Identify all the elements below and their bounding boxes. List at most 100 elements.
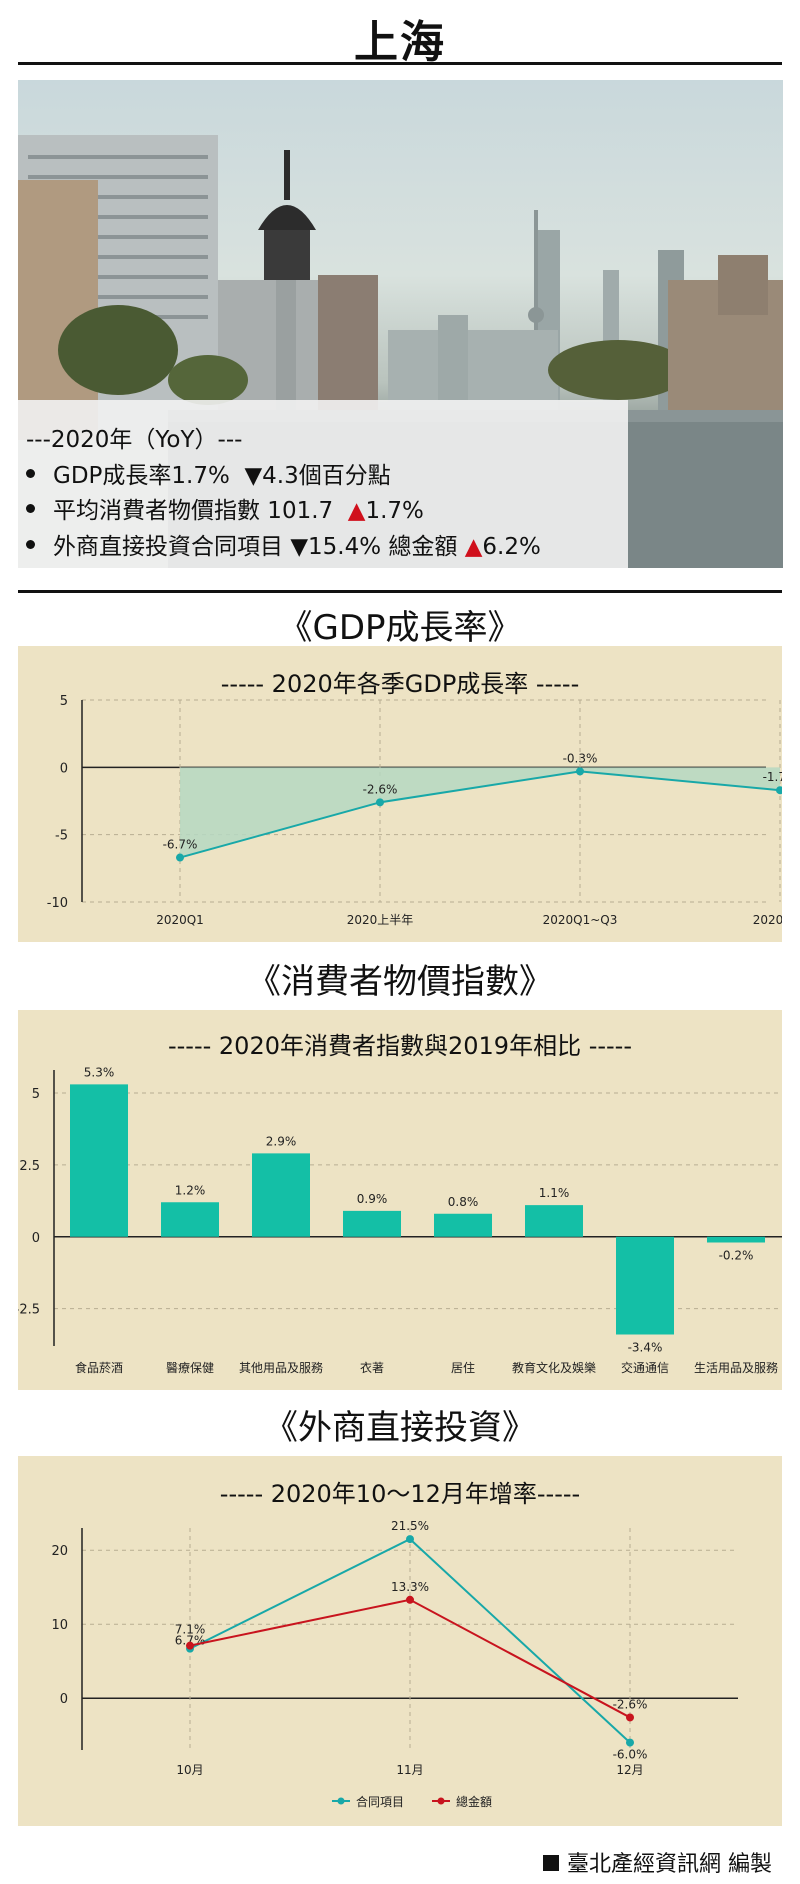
gdp-data-point [176, 853, 184, 862]
summary-item-cpi: 平均消費者物價指數 101.7 ▲1.7% [26, 491, 424, 525]
cpi-xtick-label: 其他用品及服務 [239, 1361, 323, 1375]
gdp-ytick-label: 0 [60, 761, 68, 776]
gdp-area [180, 767, 780, 858]
fdi-ytick-label: 0 [60, 1692, 68, 1707]
summary-text: 平均消費者物價指數 101.7 [53, 498, 334, 524]
fdi-legend-label: 總金額 [456, 1794, 492, 1809]
cpi-bar [343, 1210, 401, 1237]
gdp-data-point [376, 798, 384, 807]
gdp-data-label: -6.7% [163, 838, 198, 852]
summary-change: 1.7% [365, 498, 424, 524]
cpi-ytick-label: 5 [32, 1087, 40, 1102]
section-title-fdi: 《外商直接投資》 [264, 1408, 536, 1448]
gdp-series-line [179, 770, 781, 859]
footer-credit: 臺北產經資訊網 編製 [543, 1846, 772, 1878]
section-title-cpi: 《消費者物價指數》 [247, 962, 553, 1002]
cpi-bar [70, 1084, 128, 1237]
fdi-legend-marker [437, 1797, 445, 1805]
fdi-data-point [626, 1738, 634, 1747]
summary-heading: ---2020年（YoY）--- [26, 427, 243, 453]
gdp-xtick-label: 2020上半年 [347, 913, 414, 927]
cpi-bar [616, 1236, 674, 1335]
gdp-data-label: -1.7% [763, 770, 782, 784]
fdi-chart-panel: ----- 2020年10～12月年增率----- 20 10 0 10月 11月 12月… [18, 1456, 782, 1826]
cpi-xtick-label: 居住 [451, 1361, 475, 1375]
fdi-data-label: 13.3% [391, 1580, 429, 1594]
cpi-ytick-label: 0 [32, 1231, 40, 1246]
fdi-data-label: -6.0% [613, 1748, 648, 1762]
cpi-bar [434, 1213, 492, 1237]
gdp-chart-panel: ----- 2020年各季GDP成長率 ----- 5 0 -5 -10 -6.7% 20… [18, 646, 782, 942]
summary-item-fdi: 外商直接投資合同項目 ▼15.4% 總金額 ▲6.2% [26, 527, 541, 561]
bullet-icon [26, 469, 35, 478]
bullet-icon [26, 540, 35, 549]
square-icon [543, 1855, 559, 1871]
bullet-icon [26, 504, 35, 513]
down-triangle-icon: ▼ [244, 463, 263, 489]
fdi-data-label: 7.1% [175, 1623, 206, 1637]
cpi-xtick-label: 交通通信 [621, 1360, 669, 1375]
down-triangle-icon: ▼ [290, 534, 309, 560]
summary-item-gdp: GDP成長率1.7% ▼4.3個百分點 [26, 456, 391, 490]
up-triangle-icon: ▲ [347, 498, 366, 524]
gdp-data-label: -2.6% [363, 782, 398, 796]
summary-overlay [18, 400, 628, 568]
fdi-ytick-label: 20 [51, 1544, 68, 1559]
cpi-xtick-label: 生活用品及服務 [694, 1361, 778, 1375]
cpi-chart-title: ----- 2020年消費者指數與2019年相比 ----- [167, 1032, 632, 1060]
cpi-xtick-label: 醫療保健 [166, 1361, 214, 1375]
cpi-ytick-label: 2.5 [19, 1159, 40, 1174]
fdi-data-point [406, 1535, 414, 1544]
fdi-chart-title: ----- 2020年10～12月年增率----- [219, 1480, 581, 1508]
cpi-data-label: 1.2% [175, 1183, 206, 1197]
fdi-legend-label: 合同項目 [356, 1794, 404, 1809]
fdi-xtick-label: 10月 [176, 1763, 203, 1777]
cpi-data-label: 0.9% [357, 1192, 388, 1206]
cpi-data-label: 0.8% [448, 1195, 479, 1209]
cpi-bar [707, 1236, 765, 1243]
fdi-xtick-label: 11月 [396, 1763, 423, 1777]
section-title-gdp: 《GDP成長率》 [278, 608, 522, 648]
gdp-chart: 5 0 -5 -10 -6.7% 2020Q1 -2.6% 2020上半年 -0.3% 2020Q… [47, 694, 782, 927]
gdp-ytick-label: -10 [47, 896, 68, 911]
summary-change: 15.4% 總金額 [308, 534, 458, 560]
cpi-bar [525, 1205, 583, 1237]
cpi-chart-panel: ----- 2020年消費者指數與2019年相比 ----- 5 2.5 0 -2.5… [18, 1010, 782, 1390]
fdi-legend-marker [337, 1797, 345, 1805]
gdp-ytick-label: -5 [55, 829, 68, 844]
gdp-data-point [576, 767, 584, 776]
cpi-data-label: -3.4% [628, 1341, 663, 1355]
summary-change: 6.2% [482, 534, 541, 560]
summary-change: 4.3個百分點 [262, 463, 391, 489]
title-divider [18, 62, 782, 65]
cpi-data-label: 2.9% [266, 1134, 297, 1148]
cpi-bar [252, 1153, 310, 1237]
footer-text: 臺北產經資訊網 編製 [567, 1852, 772, 1877]
gdp-chart-title: ----- 2020年各季GDP成長率 ----- [220, 670, 580, 698]
fdi-data-point [186, 1641, 194, 1650]
fdi-data-point [406, 1595, 414, 1604]
fdi-ytick-label: 10 [51, 1618, 68, 1633]
cpi-xtick-label: 教育文化及娛樂 [512, 1360, 596, 1375]
gdp-xtick-label: 2020Q1 [156, 913, 204, 927]
gdp-data-label: -0.3% [563, 751, 598, 765]
summary-text: 外商直接投資合同項目 [53, 534, 283, 560]
gdp-data-point [776, 786, 782, 795]
gdp-xtick-label: 2020Q1~Q3 [543, 913, 618, 927]
cpi-xtick-label: 食品菸酒 [75, 1360, 123, 1375]
up-triangle-icon: ▲ [464, 534, 483, 560]
cpi-chart: 5 2.5 0 -2.5 5.3% 食品菸酒 1.2% 醫療保健 2.9% 其他用品及服務 0.9%… [18, 1065, 782, 1375]
fdi-xtick-label: 12月 [616, 1763, 643, 1777]
page-title: 上海 [354, 17, 446, 68]
gdp-xtick-label: 2020全年 [753, 912, 782, 927]
gdp-ytick-label: 5 [60, 694, 68, 709]
fdi-data-label: -2.6% [613, 1697, 648, 1711]
section-divider [18, 590, 782, 593]
summary-text: GDP成長率1.7% [53, 463, 230, 489]
cpi-data-label: 1.1% [539, 1186, 570, 1200]
cpi-data-label: -0.2% [719, 1249, 754, 1263]
cpi-bar [161, 1202, 219, 1237]
cpi-data-label: 5.3% [84, 1065, 115, 1079]
cpi-xtick-label: 衣著 [360, 1360, 384, 1375]
